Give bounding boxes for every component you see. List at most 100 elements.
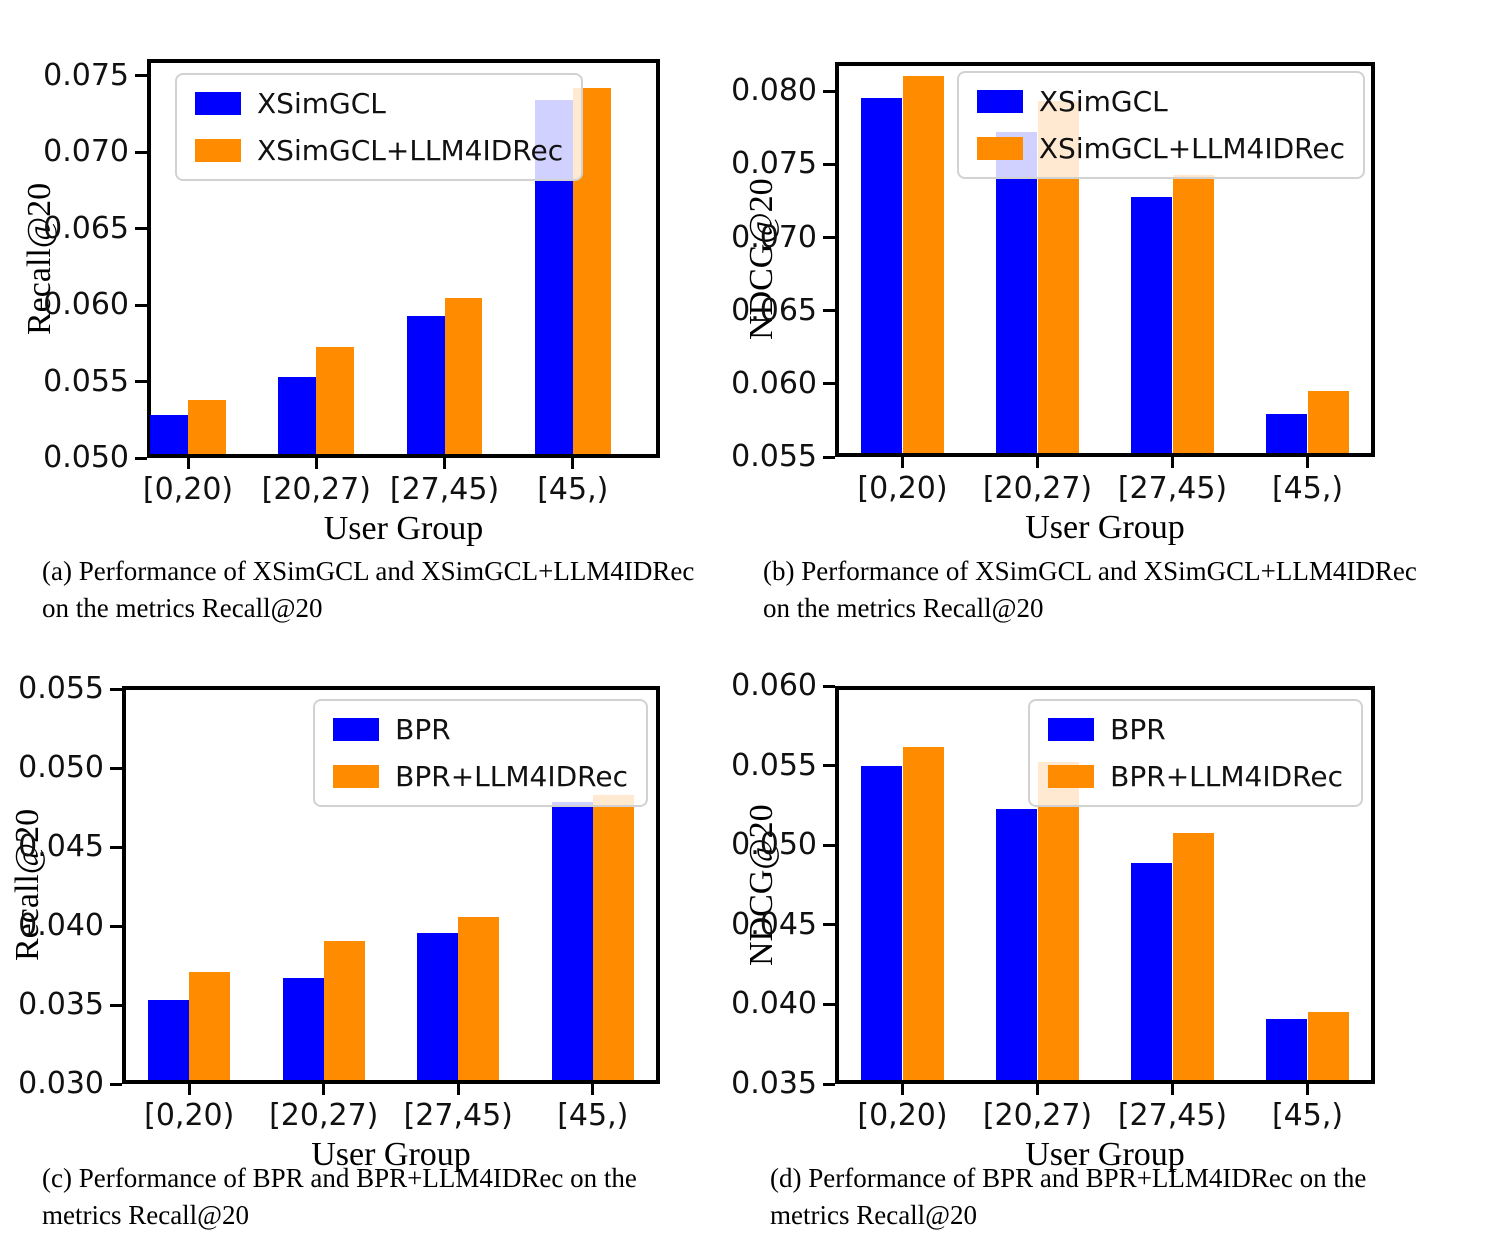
y-tick-label: 0.055 (731, 439, 817, 474)
y-axis-label: NDCG@20 (743, 804, 780, 966)
y-tick-label: 0.040 (731, 986, 817, 1022)
legend-swatch-icon (333, 718, 380, 741)
legend: XSimGCL XSimGCL+LLM4IDRec (175, 73, 584, 181)
x-tick-label: [27,45) (1117, 1098, 1228, 1133)
bar-BPR+LLM4IDRec-[0,20) (902, 747, 945, 1080)
bar-XSimGCL-[27,45) (1130, 196, 1173, 453)
y-tick-mark (110, 766, 122, 770)
x-tick-label: [20,27) (261, 472, 371, 507)
bar-XSimGCL+LLM4IDRec-[27,45) (444, 298, 483, 454)
y-tick-mark (110, 687, 122, 691)
y-tick-label: 0.065 (43, 210, 129, 246)
x-tick-label: [27,45) (403, 1098, 513, 1133)
y-tick-mark (135, 227, 147, 231)
y-tick-mark (823, 923, 835, 927)
caption-line-2: on the metrics Recall@20 (763, 593, 1044, 624)
bar-BPR+LLM4IDRec-[0,20) (189, 972, 231, 1080)
caption-line-1: (a) Performance of XSimGCL and XSimGCL+L… (42, 556, 695, 586)
x-tick-mark (456, 1084, 460, 1095)
legend-swatch-icon (195, 92, 241, 115)
legend-label: XSimGCL+LLM4IDRec (1038, 132, 1345, 165)
x-axis-label: User Group (323, 510, 484, 547)
y-tick-label: 0.060 (731, 365, 817, 401)
y-tick-label: 0.080 (731, 73, 817, 109)
caption: (d) Performance of BPR and BPR+LLM4IDRec… (770, 1160, 1430, 1235)
x-tick-label: [27,45) (1117, 471, 1228, 506)
caption: (c) Performance of BPR and BPR+LLM4IDRec… (42, 1160, 702, 1235)
legend-item: BPR (333, 713, 628, 746)
caption: (a) Performance of XSimGCL and XSimGCL+L… (42, 553, 742, 628)
y-tick-label: 0.060 (731, 668, 817, 703)
legend-label: XSimGCL+LLM4IDRec (257, 134, 564, 167)
y-tick-mark (110, 924, 122, 928)
x-tick-label: [20,27) (982, 471, 1093, 506)
legend-swatch-icon (976, 137, 1023, 160)
y-tick-label: 0.035 (18, 987, 104, 1023)
bar-BPR+LLM4IDRec-[20,27) (323, 940, 365, 1080)
plot-area (122, 686, 660, 1084)
bar-BPR-[45,) (551, 801, 593, 1080)
y-tick-mark (823, 843, 835, 847)
y-tick-mark (110, 1003, 122, 1007)
y-tick-label: 0.070 (731, 219, 817, 255)
y-tick-mark (110, 845, 122, 849)
x-axis-label: User Group (1025, 509, 1185, 546)
bar-BPR+LLM4IDRec-[45,) (1307, 1012, 1350, 1080)
bar-BPR-[27,45) (417, 933, 459, 1080)
bar-BPR-[0,20) (148, 1000, 190, 1080)
x-tick-label: [27,45) (389, 472, 500, 507)
caption-line-1: (d) Performance of BPR and BPR+LLM4IDRec… (770, 1163, 1367, 1193)
caption-line-2: metrics Recall@20 (770, 1200, 978, 1231)
y-tick-label: 0.045 (18, 829, 104, 865)
bar-XSimGCL-[45,) (1265, 413, 1308, 453)
x-tick-label: [45,) (1271, 1098, 1344, 1133)
legend-item: XSimGCL+LLM4IDRec (195, 134, 563, 167)
legend-label: BPR+LLM4IDRec (1110, 760, 1343, 793)
caption-line-1: (b) Performance of XSimGCL and XSimGCL+L… (763, 556, 1417, 586)
y-tick-mark (135, 380, 147, 384)
x-tick-mark (901, 1084, 904, 1095)
x-tick-mark (901, 457, 904, 468)
bar-BPR-[20,27) (995, 808, 1038, 1080)
caption-line-2: metrics Recall@20 (42, 1200, 250, 1231)
x-tick-label: [0,20) (857, 471, 948, 506)
plot-area (835, 686, 1375, 1084)
x-tick-mark (1306, 1084, 1309, 1095)
y-tick-label: 0.040 (18, 908, 104, 944)
bar-BPR+LLM4IDRec-[20,27) (1037, 761, 1080, 1080)
bar-BPR-[0,20) (860, 766, 903, 1080)
bar-XSimGCL+LLM4IDRec-[0,20) (188, 399, 226, 454)
legend-swatch-icon (195, 139, 241, 162)
x-tick-mark (186, 458, 190, 469)
x-axis-label: User Group (311, 1136, 471, 1173)
y-tick-mark (823, 1002, 835, 1006)
caption-line-1: (c) Performance of BPR and BPR+LLM4IDRec… (42, 1163, 637, 1193)
x-tick-label: [45,) (557, 1098, 629, 1133)
y-tick-mark (823, 382, 835, 386)
legend-label: BPR (1110, 713, 1166, 746)
bar-XSimGCL-[0,20) (150, 414, 189, 454)
x-tick-mark (1171, 1084, 1174, 1095)
x-axis-label: User Group (1025, 1136, 1185, 1173)
legend-item: XSimGCL (976, 85, 1345, 118)
x-tick-mark (1171, 457, 1174, 468)
bar-XSimGCL-[20,27) (278, 376, 317, 454)
legend-swatch-icon (1048, 765, 1095, 788)
y-tick-mark (823, 162, 835, 166)
x-tick-label: [0,20) (857, 1098, 948, 1133)
x-tick-mark (187, 1084, 191, 1095)
y-tick-label: 0.060 (43, 287, 129, 323)
caption: (b) Performance of XSimGCL and XSimGCL+L… (763, 553, 1483, 628)
x-tick-label: [0,20) (142, 472, 234, 507)
legend-item: BPR+LLM4IDRec (1048, 760, 1343, 793)
y-tick-mark (823, 764, 835, 768)
y-tick-label: 0.075 (731, 146, 817, 182)
bar-XSimGCL+LLM4IDRec-[0,20) (902, 76, 945, 453)
x-tick-label: [0,20) (144, 1098, 235, 1133)
y-tick-mark (823, 684, 835, 688)
legend-item: XSimGCL+LLM4IDRec (976, 132, 1345, 165)
plot-area (835, 62, 1375, 457)
